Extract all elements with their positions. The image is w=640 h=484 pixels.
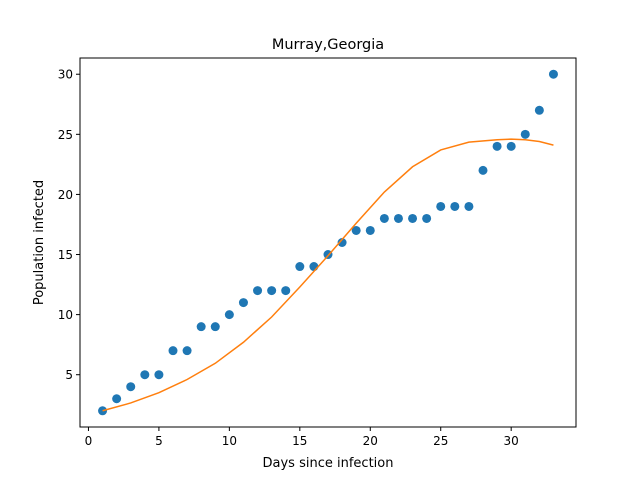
x-tick-label: 15: [292, 434, 307, 448]
data-point: [295, 262, 305, 272]
y-tick-label: 5: [65, 368, 73, 382]
data-point: [112, 394, 122, 404]
data-point: [309, 262, 319, 272]
data-point: [534, 105, 544, 115]
y-tick-label: 15: [58, 248, 73, 262]
data-point: [140, 370, 150, 380]
data-point: [238, 298, 248, 308]
data-point: [196, 322, 206, 332]
x-tick-label: 10: [222, 434, 237, 448]
x-tick-label: 20: [363, 434, 378, 448]
fit-curve-line: [102, 138, 554, 412]
data-point: [422, 213, 432, 223]
x-tick-label: 25: [433, 434, 448, 448]
data-point: [126, 382, 136, 392]
data-point: [548, 69, 558, 79]
data-point: [450, 201, 460, 211]
data-point: [520, 129, 530, 139]
axes-frame: [79, 57, 577, 428]
data-point: [281, 286, 291, 296]
y-tick-label: 10: [58, 308, 73, 322]
data-point: [478, 165, 488, 175]
y-tick-label: 30: [58, 68, 73, 82]
x-tick-label: 5: [155, 434, 163, 448]
data-point: [436, 201, 446, 211]
data-point: [154, 370, 164, 380]
x-axis-label: Days since infection: [263, 456, 394, 471]
data-point: [182, 346, 192, 356]
data-point: [492, 141, 502, 151]
data-point: [267, 286, 277, 296]
data-point: [365, 225, 375, 235]
x-tick-label: 30: [504, 434, 519, 448]
chart-title: Murray,Georgia: [272, 37, 384, 53]
data-point: [337, 238, 347, 247]
data-point: [408, 213, 418, 223]
data-point: [168, 346, 178, 356]
plot-area: [98, 69, 558, 416]
data-point: [224, 310, 234, 320]
data-point: [506, 141, 516, 151]
y-axis-label: Population infected: [32, 180, 47, 305]
y-tick-label: 20: [58, 188, 73, 202]
ticks: 0 5 10 15 20 25 30 5 10 15 20 25 30: [58, 68, 519, 448]
data-point: [351, 225, 361, 235]
y-tick-label: 25: [58, 128, 73, 142]
data-point: [464, 201, 474, 211]
data-point: [379, 213, 389, 223]
data-point: [393, 213, 403, 223]
data-point: [210, 322, 220, 332]
data-point: [253, 286, 263, 296]
x-tick-label: 0: [85, 434, 93, 448]
